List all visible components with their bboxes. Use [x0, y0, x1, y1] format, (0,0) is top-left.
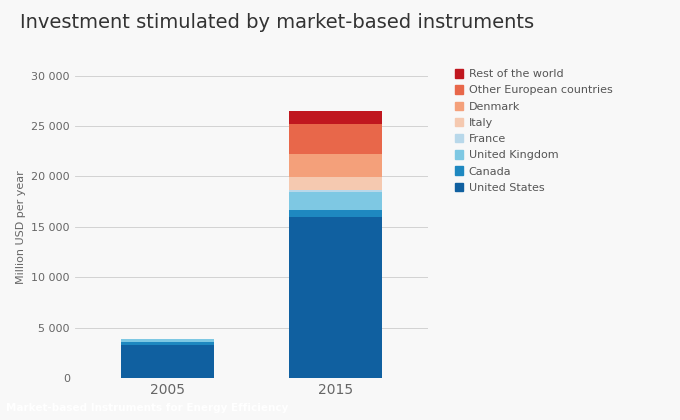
Bar	[290, 124, 382, 154]
Bar	[290, 189, 382, 192]
Legend: Rest of the world, Other European countries, Denmark, Italy, France, United King: Rest of the world, Other European countr…	[455, 69, 612, 193]
Bar	[290, 154, 382, 177]
Bar	[290, 217, 382, 378]
Text: Investment stimulated by market-based instruments: Investment stimulated by market-based in…	[20, 13, 534, 32]
Text: Market-based Instruments for Energy Efficiency: Market-based Instruments for Energy Effi…	[6, 404, 288, 413]
Bar	[121, 345, 214, 378]
Bar	[290, 192, 382, 210]
Bar	[121, 339, 214, 342]
Bar	[121, 342, 214, 345]
Bar	[290, 177, 382, 189]
Bar	[290, 210, 382, 217]
Y-axis label: Million USD per year: Million USD per year	[16, 170, 26, 284]
Bar	[290, 111, 382, 124]
